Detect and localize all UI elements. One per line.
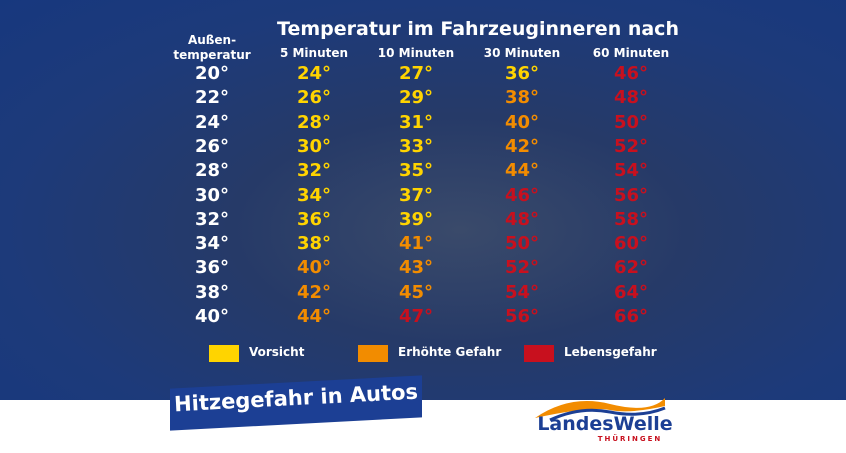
- cell: 30°: [296, 135, 332, 157]
- cell: 46°: [504, 184, 540, 206]
- cell: 32°: [194, 208, 230, 230]
- cell: 38°: [504, 87, 540, 109]
- cell: 36°: [194, 257, 230, 279]
- legend-swatch: [209, 345, 239, 362]
- header-label: 30 Minuten: [483, 46, 561, 60]
- cell: 66°: [613, 306, 649, 327]
- cell: 35°: [398, 160, 434, 182]
- cell: 39°: [398, 208, 434, 230]
- cell: 37°: [398, 184, 434, 206]
- cell: 36°: [296, 208, 332, 230]
- cell: 58°: [613, 208, 649, 230]
- cell: 40°: [296, 257, 332, 279]
- title: Temperatur im Fahrzeuginneren nach: [277, 18, 679, 40]
- cell: 30°: [194, 184, 230, 206]
- cell: 52°: [613, 135, 649, 157]
- cell: 56°: [504, 306, 540, 327]
- cell: 26°: [194, 135, 230, 157]
- cell: 41°: [398, 233, 434, 255]
- cell: 43°: [398, 257, 434, 279]
- cell: 54°: [613, 160, 649, 182]
- cell: 50°: [613, 111, 649, 133]
- header-label: temperatur: [173, 48, 251, 62]
- cell: 31°: [398, 111, 434, 133]
- cell: 32°: [296, 160, 332, 182]
- cell: 26°: [296, 87, 332, 109]
- cell: 42°: [504, 135, 540, 157]
- legend-label: Lebensgefahr: [564, 345, 657, 359]
- cell: 34°: [194, 233, 230, 255]
- cell: 34°: [296, 184, 332, 206]
- cell: 36°: [504, 63, 540, 84]
- cell: 33°: [398, 135, 434, 157]
- cell: 28°: [194, 160, 230, 182]
- cell: 54°: [504, 281, 540, 303]
- cell: 28°: [296, 111, 332, 133]
- cell: 42°: [296, 281, 332, 303]
- cell: 38°: [296, 233, 332, 255]
- logo-name: LandesWelle: [537, 413, 673, 435]
- cell: 38°: [194, 281, 230, 303]
- cell: 40°: [194, 306, 230, 327]
- cell: 62°: [613, 257, 649, 279]
- cell: 50°: [504, 233, 540, 255]
- cell: 48°: [504, 208, 540, 230]
- cell: 46°: [613, 63, 649, 84]
- cell: 56°: [613, 184, 649, 206]
- header-label: 10 Minuten: [377, 46, 455, 60]
- cell: 45°: [398, 281, 434, 303]
- legend-swatch: [524, 345, 554, 362]
- cell: 47°: [398, 306, 434, 327]
- legend-label: Vorsicht: [249, 345, 305, 359]
- cell: 20°: [194, 63, 230, 84]
- cell: 64°: [613, 281, 649, 303]
- cell: 24°: [296, 63, 332, 84]
- legend-swatch: [358, 345, 388, 362]
- logo-wave: [535, 398, 666, 422]
- cell: 52°: [504, 257, 540, 279]
- cell: 22°: [194, 87, 230, 109]
- cell: 24°: [194, 111, 230, 133]
- header-label: 60 Minuten: [592, 46, 670, 60]
- header-label: 5 Minuten: [279, 46, 349, 60]
- cell: 27°: [398, 63, 434, 84]
- cell: 44°: [296, 306, 332, 327]
- cell: 44°: [504, 160, 540, 182]
- cell: 29°: [398, 87, 434, 109]
- legend-label: Erhöhte Gefahr: [398, 345, 502, 359]
- background-photo: [0, 0, 846, 400]
- cell: 60°: [613, 233, 649, 255]
- cell: 40°: [504, 111, 540, 133]
- header-label: Außen-: [187, 33, 237, 47]
- cell: 48°: [613, 87, 649, 109]
- logo-region: THÜRINGEN: [597, 435, 663, 443]
